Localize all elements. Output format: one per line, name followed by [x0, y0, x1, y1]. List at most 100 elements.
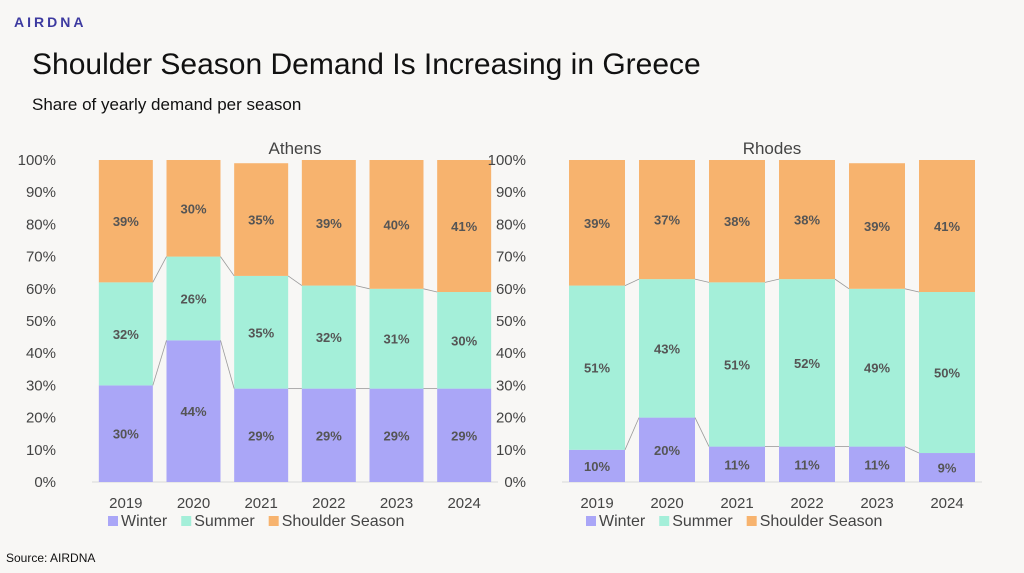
- athens-x-tick-label: 2022: [312, 495, 345, 512]
- athens-bar-summer-2023: [369, 288, 424, 389]
- rhodes-x-tick-label: 2023: [860, 495, 893, 512]
- rhodes-series-line-summer: [624, 278, 640, 286]
- athens-legend-swatch-winter: [108, 516, 118, 526]
- rhodes-bar-winter-2020: [639, 417, 695, 482]
- rhodes-series-line-summer: [694, 278, 710, 283]
- rhodes-data-label-shoulder-season-2020: 37%: [654, 213, 680, 228]
- rhodes-data-label-shoulder-season-2021: 38%: [724, 214, 750, 229]
- athens-x-tick-label: 2023: [380, 495, 413, 512]
- athens-data-label-shoulder-season-2019: 39%: [113, 214, 139, 229]
- athens-y-tick-label: 50%: [26, 313, 56, 330]
- athens-series-line-summer: [355, 285, 370, 290]
- athens-legend-label-summer: Summer: [194, 513, 255, 530]
- athens-legend-swatch-summer: [181, 516, 192, 526]
- page-subtitle: Share of yearly demand per season: [32, 95, 302, 114]
- athens-y-tick-label: 30%: [26, 377, 56, 394]
- athens-bar-shoulder-season-2020: [166, 160, 221, 257]
- athens-y-tick-label: 70%: [26, 249, 56, 266]
- rhodes-series-line-summer: [904, 288, 920, 293]
- rhodes-y-tick-label: 0%: [504, 474, 526, 491]
- rhodes-legend-swatch-summer: [659, 516, 670, 526]
- athens-bar-summer-2022: [301, 285, 356, 389]
- athens-bar-shoulder-season-2019: [98, 160, 153, 283]
- athens-legend-label-shoulder-season: Shoulder Season: [282, 513, 405, 530]
- rhodes-bar-shoulder-season-2020: [639, 160, 695, 280]
- rhodes-bar-summer-2019: [569, 285, 625, 450]
- page-title: Shoulder Season Demand Is Increasing in …: [32, 48, 701, 81]
- rhodes-data-label-shoulder-season-2024: 41%: [934, 219, 960, 234]
- athens-data-label-winter-2024: 29%: [451, 428, 477, 443]
- athens-y-tick-label: 80%: [26, 216, 56, 233]
- source-note: Source: AIRDNA: [6, 551, 96, 565]
- athens-bar-winter-2022: [301, 388, 356, 482]
- rhodes-data-label-summer-2021: 51%: [724, 357, 750, 372]
- rhodes-data-label-summer-2023: 49%: [864, 361, 890, 376]
- athens-data-label-winter-2023: 29%: [383, 428, 409, 443]
- rhodes-series-line-winter: [624, 417, 640, 450]
- rhodes-legend-label-winter: Winter: [599, 513, 646, 530]
- athens-y-tick-label: 60%: [26, 281, 56, 298]
- athens-data-label-shoulder-season-2021: 35%: [248, 213, 274, 228]
- athens-data-label-winter-2019: 30%: [113, 427, 139, 442]
- athens-bar-winter-2024: [437, 388, 492, 482]
- rhodes-chart-title: Rhodes: [743, 139, 802, 158]
- rhodes-bar-winter-2021: [709, 446, 765, 482]
- rhodes-x-tick-label: 2022: [790, 495, 823, 512]
- rhodes-data-label-summer-2020: 43%: [654, 341, 680, 356]
- rhodes-data-label-shoulder-season-2023: 39%: [864, 219, 890, 234]
- rhodes-bar-shoulder-season-2023: [849, 163, 905, 289]
- rhodes-legend-label-summer: Summer: [672, 513, 733, 530]
- rhodes-data-label-winter-2021: 11%: [724, 457, 750, 472]
- rhodes-data-label-winter-2022: 11%: [794, 457, 820, 472]
- rhodes-data-label-shoulder-season-2019: 39%: [584, 216, 610, 231]
- athens-data-label-winter-2022: 29%: [316, 428, 342, 443]
- athens-data-label-shoulder-season-2020: 30%: [180, 201, 206, 216]
- rhodes-data-label-winter-2020: 20%: [654, 443, 680, 458]
- rhodes-y-tick-label: 40%: [496, 345, 526, 362]
- athens-series-line-summer: [287, 275, 303, 286]
- athens-legend-swatch-shoulder-season: [268, 516, 279, 526]
- athens-x-tick-label: 2024: [447, 495, 480, 512]
- rhodes-data-label-shoulder-season-2022: 38%: [794, 213, 820, 228]
- rhodes-bar-shoulder-season-2024: [919, 160, 975, 293]
- athens-series-line-winter: [220, 340, 235, 389]
- rhodes-bar-shoulder-season-2021: [709, 160, 765, 283]
- rhodes-y-tick-label: 70%: [496, 249, 526, 266]
- athens-data-label-summer-2023: 31%: [383, 332, 409, 347]
- rhodes-bar-shoulder-season-2022: [779, 160, 835, 280]
- athens-data-label-shoulder-season-2024: 41%: [451, 219, 477, 234]
- rhodes-y-tick-label: 100%: [488, 152, 526, 169]
- rhodes-data-label-summer-2024: 50%: [934, 366, 960, 381]
- rhodes-data-label-winter-2019: 10%: [584, 459, 610, 474]
- athens-y-tick-label: 20%: [26, 410, 56, 427]
- rhodes-legend-label-shoulder-season: Shoulder Season: [760, 513, 883, 530]
- rhodes-bar-winter-2019: [569, 449, 625, 482]
- rhodes-y-tick-label: 30%: [496, 377, 526, 394]
- athens-bar-winter-2020: [166, 340, 221, 482]
- rhodes-data-label-summer-2019: 51%: [584, 361, 610, 376]
- athens-bar-summer-2021: [234, 275, 289, 389]
- rhodes-y-tick-label: 90%: [496, 184, 526, 201]
- athens-series-line-summer: [423, 288, 438, 293]
- rhodes-series-line-summer: [834, 278, 850, 290]
- rhodes-bar-summer-2023: [849, 288, 905, 447]
- athens-legend-label-winter: Winter: [121, 513, 168, 530]
- athens-bar-summer-2019: [98, 282, 153, 386]
- rhodes-legend-swatch-shoulder-season: [746, 516, 757, 526]
- athens-bar-winter-2021: [234, 388, 289, 482]
- athens-bar-summer-2020: [166, 256, 221, 341]
- rhodes-series-line-winter: [904, 446, 920, 454]
- athens-bar-summer-2024: [437, 292, 492, 389]
- athens-data-label-shoulder-season-2022: 39%: [316, 216, 342, 231]
- athens-data-label-winter-2021: 29%: [248, 428, 274, 443]
- athens-y-tick-label: 100%: [18, 152, 56, 169]
- athens-bar-winter-2023: [369, 388, 424, 482]
- athens-data-label-summer-2022: 32%: [316, 330, 342, 345]
- athens-bar-shoulder-season-2022: [301, 160, 356, 286]
- athens-y-tick-label: 90%: [26, 184, 56, 201]
- rhodes-bar-winter-2023: [849, 446, 905, 482]
- rhodes-bar-summer-2022: [779, 279, 835, 447]
- rhodes-y-tick-label: 60%: [496, 281, 526, 298]
- rhodes-series-line-summer: [764, 278, 780, 283]
